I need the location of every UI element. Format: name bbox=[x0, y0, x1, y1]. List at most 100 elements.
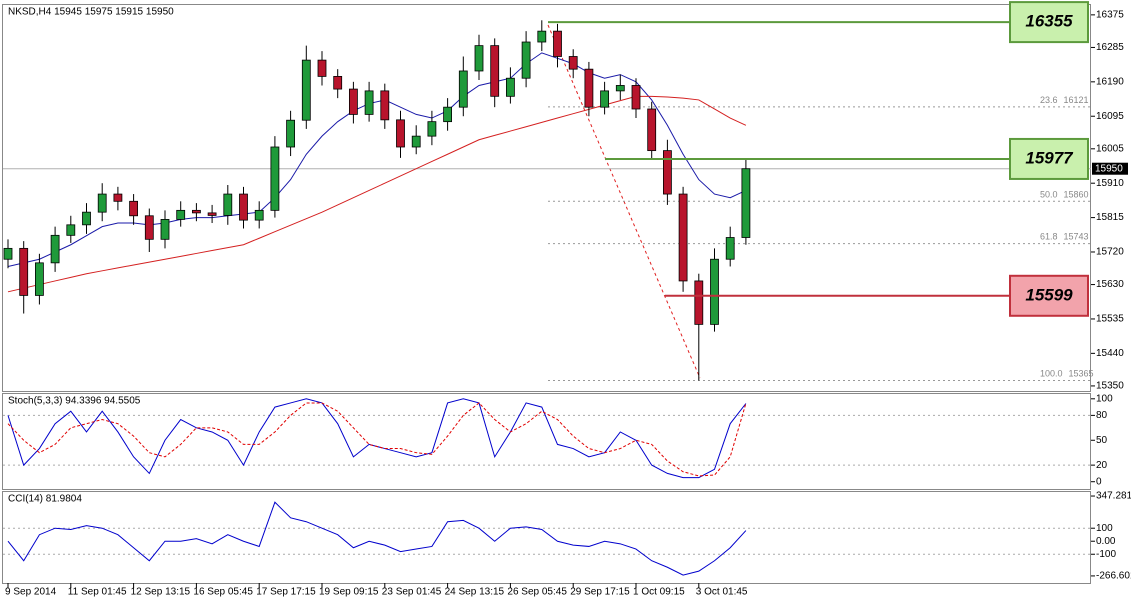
last-price-label: 15950 bbox=[1095, 163, 1123, 174]
y-tick-label: 0 bbox=[1096, 476, 1102, 487]
y-tick-label: -100 bbox=[1096, 549, 1116, 560]
fib-label: 100.0 15365 bbox=[1040, 369, 1094, 379]
y-tick-label: 15440 bbox=[1096, 348, 1124, 359]
y-tick-label: 16285 bbox=[1096, 42, 1124, 53]
candle-body bbox=[694, 280, 704, 325]
y-tick-label: 16005 bbox=[1096, 143, 1124, 154]
candle-body bbox=[600, 90, 609, 108]
y-tick-label: 16190 bbox=[1096, 76, 1124, 87]
y-tick-label: 15910 bbox=[1096, 178, 1124, 189]
stoch-title: Stoch(5,3,3) 94.3396 94.5505 bbox=[8, 396, 141, 407]
candle-body bbox=[97, 193, 107, 213]
x-tick-label: 17 Sep 17:15 bbox=[256, 587, 316, 598]
candle-body bbox=[207, 212, 217, 216]
indicator-line bbox=[7, 501, 747, 576]
y-tick-label: 347.2819 bbox=[1096, 491, 1131, 502]
x-tick-label: 26 Sep 05:45 bbox=[507, 587, 567, 598]
level-box bbox=[1009, 1, 1089, 44]
level-label: 15977 bbox=[1025, 148, 1074, 167]
candle-body bbox=[35, 262, 44, 296]
candle-body bbox=[474, 45, 484, 72]
y-tick-label: 15720 bbox=[1096, 247, 1124, 258]
x-tick-label: 23 Sep 01:45 bbox=[382, 587, 442, 598]
fib-label: 50.0 15860 bbox=[1040, 190, 1089, 200]
candle-body bbox=[458, 70, 468, 108]
candle-body bbox=[317, 59, 327, 77]
candle-body bbox=[223, 193, 233, 216]
candle-body bbox=[113, 193, 123, 202]
candle-body bbox=[364, 90, 374, 115]
price-panel bbox=[2, 4, 1091, 392]
fib-price: 16121 bbox=[1064, 95, 1089, 105]
candle-body bbox=[176, 209, 186, 220]
x-tick-label: 29 Sep 17:15 bbox=[570, 587, 630, 598]
candle-body bbox=[490, 45, 500, 97]
level-box bbox=[1009, 137, 1089, 180]
y-tick-label: 15535 bbox=[1096, 314, 1124, 325]
fib-label: 23.6 16121 bbox=[1040, 95, 1089, 105]
candle-body bbox=[66, 224, 76, 236]
y-tick-label: 15350 bbox=[1096, 381, 1124, 392]
candle-body bbox=[254, 209, 264, 221]
fib-ratio: 100.0 bbox=[1040, 369, 1063, 379]
candle-body bbox=[443, 106, 453, 123]
y-tick-label: 80 bbox=[1096, 410, 1108, 421]
candle-body bbox=[521, 41, 531, 79]
x-tick-label: 16 Sep 05:45 bbox=[193, 587, 253, 598]
candle-body bbox=[144, 215, 154, 240]
level-label: 16355 bbox=[1025, 12, 1073, 31]
y-tick-label: 0.00 bbox=[1096, 536, 1116, 547]
candle-body bbox=[50, 234, 60, 264]
y-tick-label: 100 bbox=[1096, 393, 1113, 404]
cci-title: CCI(14) 81.9804 bbox=[8, 494, 82, 505]
y-tick-label: 16095 bbox=[1096, 111, 1124, 122]
fib-price: 15743 bbox=[1064, 232, 1089, 242]
y-tick-label: 15630 bbox=[1096, 279, 1124, 290]
y-tick-label: 15815 bbox=[1096, 212, 1124, 223]
candle-body bbox=[333, 76, 343, 90]
fib-price: 15365 bbox=[1069, 369, 1094, 379]
stoch-panel bbox=[2, 393, 1091, 490]
candle-body bbox=[286, 119, 296, 148]
candle-body bbox=[239, 193, 248, 221]
candle-body bbox=[427, 121, 437, 137]
fib-ratio: 50.0 bbox=[1040, 190, 1058, 200]
candle-body bbox=[663, 150, 672, 195]
y-tick-label: -266.601 bbox=[1096, 571, 1131, 582]
level-label: 15599 bbox=[1025, 285, 1073, 304]
candle-body bbox=[568, 56, 578, 70]
candle-body bbox=[631, 85, 641, 110]
candle-body bbox=[129, 200, 139, 217]
candle-body bbox=[678, 193, 688, 282]
y-tick-label: 100 bbox=[1096, 523, 1113, 534]
candle-body bbox=[553, 30, 562, 57]
x-tick-label: 11 Sep 01:45 bbox=[68, 587, 127, 598]
indicator-line bbox=[7, 95, 747, 293]
x-tick-label: 12 Sep 13:15 bbox=[131, 587, 191, 598]
x-tick-label: 19 Sep 09:15 bbox=[319, 587, 379, 598]
level-box bbox=[1009, 274, 1089, 317]
candle-body bbox=[82, 211, 91, 226]
x-tick-label: 3 Oct 01:45 bbox=[696, 587, 748, 598]
y-tick-label: 16375 bbox=[1096, 10, 1124, 21]
candle-body bbox=[411, 135, 421, 148]
candle-body bbox=[301, 59, 311, 121]
candle-body bbox=[584, 68, 594, 108]
candle-body bbox=[270, 146, 280, 211]
candle-body bbox=[741, 168, 751, 238]
x-tick-label: 9 Sep 2014 bbox=[5, 587, 57, 598]
candle-body bbox=[505, 77, 515, 97]
fib-label: 61.8 15743 bbox=[1040, 232, 1089, 242]
fib-price: 15860 bbox=[1064, 190, 1089, 200]
indicator-line bbox=[7, 402, 747, 477]
candle-body bbox=[725, 237, 735, 260]
candle-body bbox=[160, 219, 170, 240]
candle-body bbox=[615, 85, 625, 92]
indicator-line bbox=[7, 52, 747, 267]
fib-ratio: 23.6 bbox=[1040, 95, 1058, 105]
last-price-box bbox=[1092, 162, 1128, 175]
candle-body bbox=[19, 247, 29, 296]
fib-ratio: 61.8 bbox=[1040, 232, 1058, 242]
